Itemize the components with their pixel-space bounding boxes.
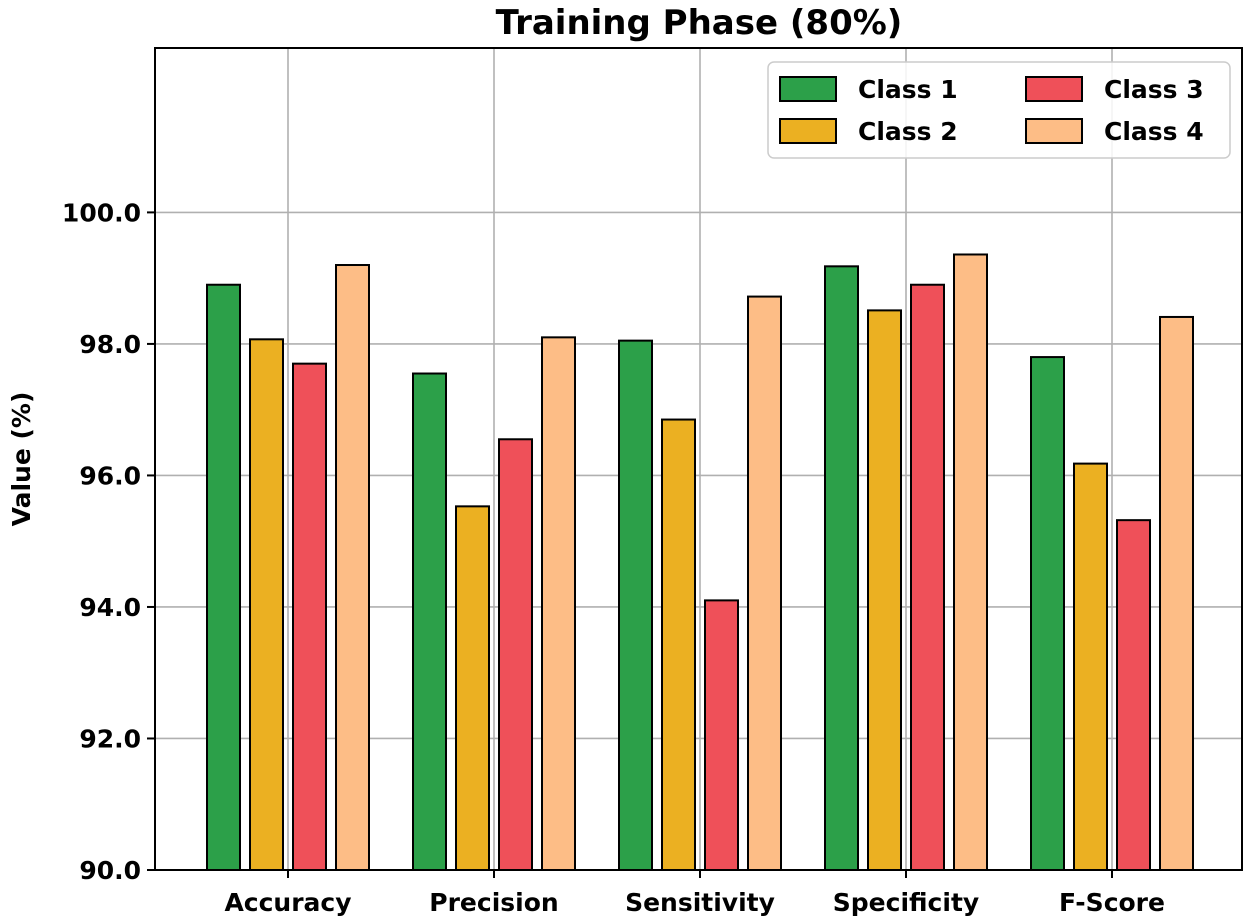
bar-class-1-f-score	[1030, 356, 1065, 871]
bars	[206, 253, 1194, 872]
y-tick-label-4: 98.0	[79, 330, 141, 359]
bar-class-3-f-score	[1116, 519, 1151, 871]
bar-class-2-specificity	[867, 309, 902, 871]
y-axis-label: Value (%)	[7, 392, 36, 527]
y-tick-label-5: 100.0	[62, 198, 141, 227]
y-axis-ticks: 90.0 92.0 94.0 96.0 98.0 100.0	[62, 198, 155, 885]
legend-box	[767, 61, 1231, 159]
legend: Class 1 Class 2 Class 3 Class 4	[767, 61, 1231, 159]
bar-class-1-specificity	[824, 265, 859, 872]
legend-swatch-class-3	[1025, 76, 1083, 102]
bar-class-2-accuracy	[249, 338, 284, 872]
bar-class-2-precision	[455, 505, 490, 871]
legend-label-class-3: Class 3	[1104, 75, 1204, 104]
plot-frame	[154, 47, 1243, 871]
bar-class-4-specificity	[953, 253, 988, 872]
legend-label-class-2: Class 2	[858, 117, 958, 146]
x-axis-ticks: Accuracy Precision Sensitivity Specificity F…	[224, 870, 1165, 917]
bar-class-3-accuracy	[292, 362, 327, 871]
legend-label-class-1: Class 1	[858, 75, 958, 104]
x-tick-label-f-score: F-Score	[1059, 888, 1165, 917]
y-tick-label-0: 90.0	[79, 856, 141, 885]
bar-class-1-accuracy	[206, 283, 241, 871]
bar-class-3-specificity	[910, 283, 945, 871]
bar-class-4-accuracy	[335, 264, 370, 871]
chart-title: Training Phase (80%)	[496, 3, 903, 43]
legend-swatch-class-4	[1025, 118, 1083, 144]
x-tick-label-specificity: Specificity	[833, 888, 979, 917]
bar-class-4-precision	[541, 336, 576, 871]
y-tick-label-2: 94.0	[79, 593, 141, 622]
legend-swatch-class-2	[779, 118, 837, 144]
legend-swatch-class-1	[779, 76, 837, 102]
bar-class-4-f-score	[1159, 315, 1194, 872]
bar-class-3-sensitivity	[704, 599, 739, 871]
x-tick-label-accuracy: Accuracy	[224, 888, 351, 917]
y-tick-label-1: 92.0	[79, 724, 141, 753]
bar-class-2-f-score	[1073, 462, 1108, 871]
x-tick-label-sensitivity: Sensitivity	[625, 888, 775, 917]
legend-label-class-4: Class 4	[1104, 117, 1204, 146]
bar-class-3-precision	[498, 438, 533, 871]
x-tick-label-precision: Precision	[429, 888, 558, 917]
bar-class-2-sensitivity	[661, 418, 696, 871]
y-tick-label-3: 96.0	[79, 461, 141, 490]
bar-class-1-precision	[412, 372, 447, 871]
bar-class-1-sensitivity	[618, 339, 653, 871]
bar-class-4-sensitivity	[747, 295, 782, 871]
